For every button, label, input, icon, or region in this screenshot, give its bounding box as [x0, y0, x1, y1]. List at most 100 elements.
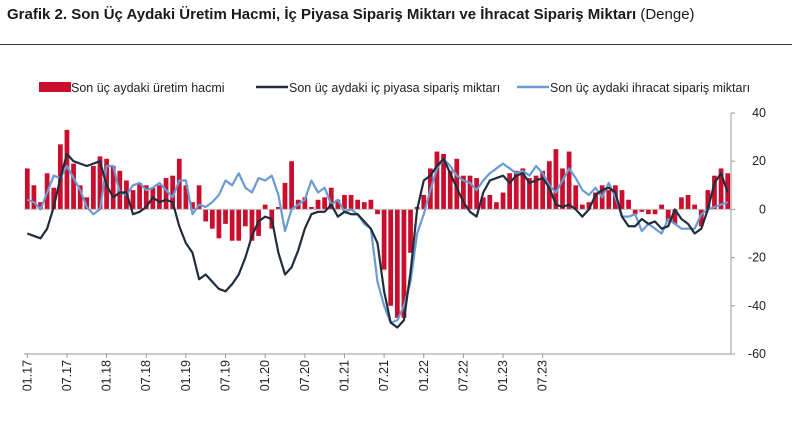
y-tick-label-5: -60 [748, 347, 766, 361]
bar-production-62 [434, 151, 440, 210]
bar-production-29 [216, 209, 222, 239]
bar-production-97 [665, 209, 671, 222]
bar-production-99 [679, 197, 684, 210]
bar-production-66 [461, 175, 466, 210]
bar-production-58 [408, 209, 413, 253]
x-tick-label-7: 07.20 [298, 360, 312, 391]
legend: Son üç aydaki üretim hacmi Son üç aydaki… [39, 81, 750, 95]
bar-production-26 [196, 185, 202, 210]
bar-production-24 [183, 185, 189, 210]
x-tick-label-8: 01.21 [337, 360, 351, 391]
bar-production-72 [500, 192, 506, 210]
bar-production-86 [593, 192, 598, 210]
bar-production-48 [342, 194, 347, 210]
bar-production-81 [560, 168, 565, 210]
bar-production-95 [652, 209, 658, 215]
x-tick-label-4: 01.19 [179, 360, 193, 391]
bar-production-27 [203, 209, 209, 222]
title-divider [0, 44, 792, 45]
bar-production-25 [190, 202, 195, 210]
bar-production-18 [143, 185, 149, 210]
bar-production-42 [302, 197, 308, 210]
bar-production-56 [394, 209, 400, 318]
x-tick-label-10: 01.22 [417, 360, 431, 391]
y-tick-label-1: 20 [752, 154, 766, 168]
bar-production-23 [176, 158, 182, 210]
bar-production-94 [646, 209, 651, 215]
y-tick-label-0: 40 [752, 106, 766, 120]
bar-production-46 [328, 187, 334, 210]
bar-production-55 [388, 209, 394, 306]
bar-production-103 [705, 190, 711, 210]
bar-production-90 [619, 190, 625, 210]
bar-production-16 [130, 190, 136, 210]
bar-production-30 [223, 209, 228, 224]
bar-production-102 [698, 209, 704, 227]
bar-production-93 [639, 209, 645, 212]
bar-production-34 [249, 209, 255, 241]
line-export-orders [26, 157, 729, 324]
bar-production-57 [401, 209, 407, 318]
bar-production-96 [659, 204, 664, 210]
legend-label-domestic: Son üç aydaki iç piyasa sipariş miktarı [289, 81, 500, 95]
bar-production-91 [626, 199, 631, 210]
bar-production-92 [632, 209, 638, 215]
bar-production-51 [361, 202, 367, 210]
x-tick-label-13: 07.23 [536, 360, 550, 391]
bar-production-31 [229, 209, 235, 241]
bar-production-69 [480, 197, 486, 210]
x-tick-label-11: 07.22 [456, 360, 470, 391]
bar-production-4 [51, 187, 57, 210]
line-domestic-orders [26, 152, 729, 329]
bar-production-80 [553, 149, 559, 210]
legend-label-production: Son üç aydaki üretim hacmi [71, 81, 225, 95]
bar-production-77 [533, 175, 539, 210]
bar-production-36 [262, 204, 268, 210]
bar-production-9 [84, 197, 90, 210]
bar-production-76 [527, 178, 532, 210]
bar-production-105 [718, 168, 724, 210]
bar-production-104 [712, 175, 717, 210]
bar-production-64 [447, 170, 453, 210]
bar-production-60 [421, 194, 427, 210]
y-tick-label-2: 0 [759, 202, 766, 216]
x-tick-label-3: 07.18 [139, 360, 153, 391]
bar-production-20 [157, 185, 162, 210]
bar-production-70 [487, 194, 493, 210]
bar-production-50 [355, 199, 361, 210]
bar-production-21 [163, 178, 169, 210]
bar-production-7 [71, 163, 76, 210]
legend-label-export: Son üç aydaki ihracat sipariş miktarı [550, 81, 750, 95]
bar-production-43 [309, 206, 314, 210]
bar-production-39 [282, 182, 288, 210]
bar-production-1 [31, 185, 37, 210]
bar-production-33 [242, 209, 248, 227]
bar-production-17 [137, 182, 143, 210]
bar-production-54 [381, 209, 387, 270]
x-tick-label-12: 01.23 [496, 360, 510, 391]
bar-production-67 [467, 175, 473, 210]
bar-production-8 [77, 185, 83, 210]
chart-title: Grafik 2. Son Üç Aydaki Üretim Hacmi, İç… [7, 6, 695, 23]
bar-production-22 [170, 175, 176, 210]
x-tick-label-0: 01.17 [20, 360, 34, 391]
bar-production-52 [368, 199, 374, 210]
bar-production-6 [64, 129, 70, 210]
bar-production-71 [494, 202, 499, 210]
y-tick-label-3: -20 [748, 251, 766, 265]
bar-production-47 [335, 199, 341, 210]
bar-production-84 [579, 204, 585, 210]
bar-production-32 [236, 209, 242, 241]
x-tick-label-9: 07.21 [377, 360, 391, 391]
bar-production-88 [606, 190, 612, 210]
bar-production-63 [441, 153, 446, 210]
bar-production-65 [454, 158, 460, 210]
x-tick-label-5: 07.19 [219, 360, 233, 391]
bar-production-40 [289, 161, 294, 210]
x-tick-label-6: 01.20 [258, 360, 272, 391]
bar-production-75 [520, 168, 526, 210]
bar-production-49 [348, 194, 354, 210]
bar-production-0 [24, 168, 30, 210]
bar-production-28 [209, 209, 215, 229]
